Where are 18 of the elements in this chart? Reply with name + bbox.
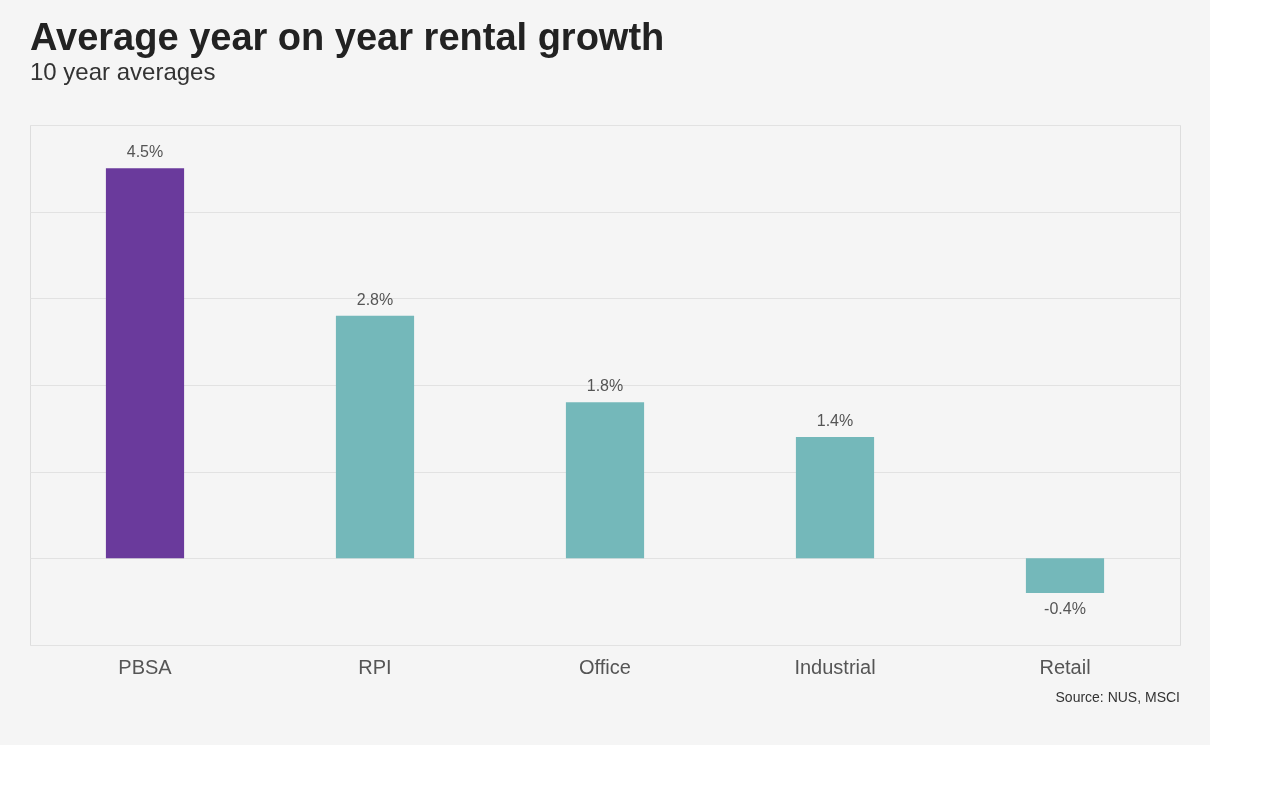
bar — [105, 168, 185, 559]
chart-subtitle: 10 year averages — [30, 58, 216, 85]
data-label: 1.4% — [816, 412, 854, 429]
x-tick-label: PBSA — [118, 655, 173, 678]
x-tick-label: Retail — [1039, 655, 1091, 678]
chart-title: Average year on year rental growth — [30, 16, 665, 58]
bar — [1025, 558, 1105, 593]
x-tick-label: Office — [579, 655, 631, 678]
source-note: Source: NUS, MSCI — [1055, 689, 1180, 705]
x-tick-label: Industrial — [794, 655, 876, 678]
x-tick-label: RPI — [358, 655, 392, 678]
bar — [565, 402, 645, 559]
data-label: 1.8% — [586, 377, 624, 395]
data-label: 2.8% — [356, 290, 394, 308]
data-label: 4.5% — [126, 143, 164, 161]
data-label: -0.4% — [1044, 600, 1086, 617]
bar — [335, 315, 415, 559]
bar — [795, 437, 875, 559]
